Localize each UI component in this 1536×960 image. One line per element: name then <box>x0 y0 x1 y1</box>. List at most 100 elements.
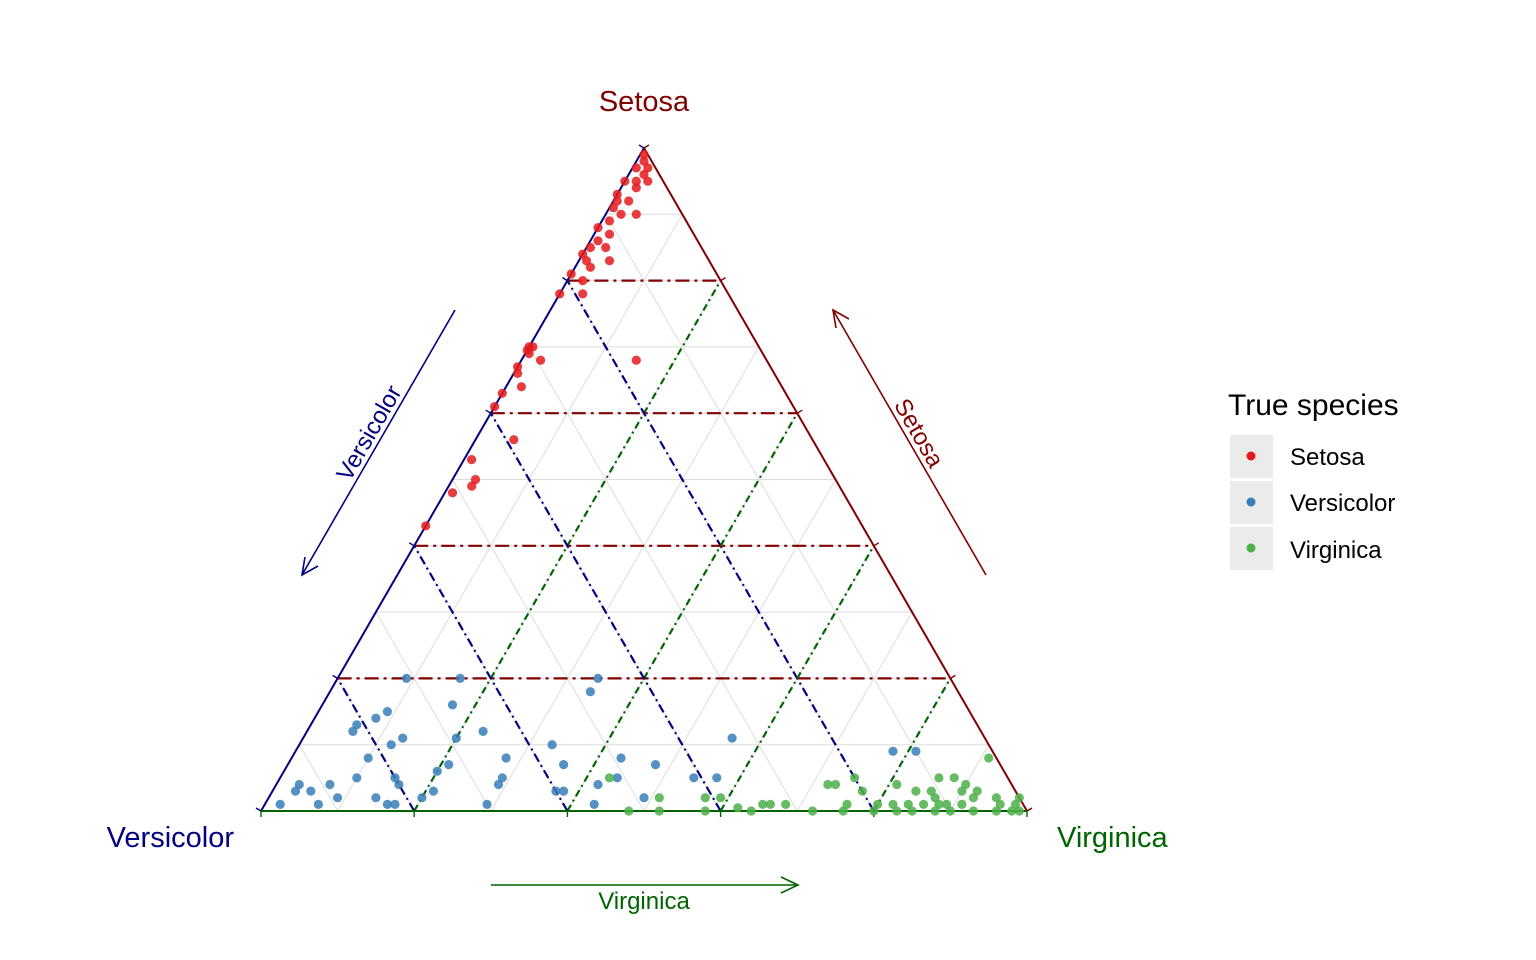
point-virginica <box>919 799 929 810</box>
legend-title: True species <box>1228 389 1399 422</box>
point-versicolor <box>501 753 511 763</box>
point-versicolor <box>398 733 408 743</box>
grid-line <box>796 611 913 812</box>
point-versicolor <box>428 786 438 796</box>
point-setosa <box>585 242 596 253</box>
legend-key-setosa <box>1246 451 1256 461</box>
point-versicolor <box>352 773 362 783</box>
grid-line <box>452 479 645 812</box>
vertex-label-top: Setosa <box>599 86 690 118</box>
point-setosa <box>608 203 619 213</box>
point-virginica <box>930 793 940 803</box>
left-edge <box>260 147 645 812</box>
right-edge <box>643 147 1028 812</box>
point-setosa <box>639 150 649 160</box>
point-versicolor <box>386 740 396 750</box>
point-versicolor <box>551 786 561 796</box>
point-virginica <box>968 806 979 816</box>
point-versicolor <box>593 779 603 790</box>
left-tick <box>332 674 338 680</box>
point-virginica <box>949 773 959 783</box>
point-virginica <box>934 773 944 783</box>
point-setosa <box>555 289 565 299</box>
point-virginica <box>746 806 756 816</box>
point-setosa <box>643 176 653 186</box>
point-setosa <box>566 269 576 279</box>
point-virginica <box>604 773 615 783</box>
point-virginica <box>984 753 994 763</box>
point-setosa <box>593 223 603 233</box>
right-tick <box>796 409 803 414</box>
grid-line <box>873 678 951 812</box>
grid-line <box>337 214 683 812</box>
point-versicolor <box>497 773 507 783</box>
point-virginica <box>700 793 710 803</box>
point-virginica <box>781 799 791 810</box>
legend-key-versicolor <box>1246 497 1256 507</box>
grid-line <box>528 346 798 812</box>
point-setosa <box>601 242 611 253</box>
point-setosa <box>490 402 500 412</box>
grid-line <box>375 611 492 812</box>
point-virginica <box>991 806 1002 816</box>
legend-label-versicolor: Versicolor <box>1290 490 1395 517</box>
point-versicolor <box>650 760 661 770</box>
point-versicolor <box>417 793 427 803</box>
point-versicolor <box>888 746 898 756</box>
point-virginica <box>1007 806 1017 816</box>
point-virginica <box>869 806 879 816</box>
point-versicolor <box>394 779 404 790</box>
right-tick <box>873 542 880 547</box>
right-tick <box>643 144 650 149</box>
point-virginica <box>733 803 743 813</box>
series-versicolor <box>275 673 921 810</box>
point-virginica <box>830 779 841 790</box>
point-versicolor <box>348 726 358 737</box>
point-versicolor <box>727 733 737 743</box>
point-versicolor <box>390 773 400 783</box>
point-virginica <box>823 779 833 790</box>
point-setosa <box>467 455 477 465</box>
point-versicolor <box>444 760 454 770</box>
point-versicolor <box>451 733 461 743</box>
point-virginica <box>654 806 664 816</box>
point-virginica <box>930 806 940 816</box>
point-virginica <box>850 773 860 783</box>
point-setosa <box>578 289 588 299</box>
point-versicolor <box>325 779 335 790</box>
grid-line <box>490 346 760 812</box>
point-setosa <box>631 176 641 186</box>
grid-line <box>949 744 990 812</box>
point-versicolor <box>612 773 622 783</box>
point-setosa <box>631 209 641 219</box>
point-virginica <box>1014 793 1024 803</box>
legend-key-virginica <box>1246 543 1256 553</box>
point-versicolor <box>401 673 412 684</box>
point-setosa <box>497 388 507 398</box>
point-versicolor <box>447 700 458 710</box>
versicolor-boundary-line <box>336 677 416 812</box>
point-versicolor <box>712 773 722 783</box>
point-virginica <box>957 799 967 810</box>
point-versicolor <box>363 753 373 763</box>
point-setosa <box>624 196 634 206</box>
point-setosa <box>616 209 626 219</box>
point-setosa <box>509 435 519 445</box>
legend-item-setosa: Setosa <box>1230 435 1365 478</box>
axis-arrow-label-bottom: Virginica <box>598 888 690 915</box>
point-versicolor <box>593 673 603 684</box>
point-setosa <box>524 348 534 359</box>
point-setosa <box>516 382 527 392</box>
point-virginica <box>857 786 867 796</box>
vertex-label-right: Virginica <box>1057 822 1169 854</box>
point-versicolor <box>382 799 392 810</box>
point-setosa <box>612 196 622 206</box>
vertex-label-left: Versicolor <box>107 822 235 854</box>
point-versicolor <box>455 673 465 684</box>
series-setosa <box>421 150 653 531</box>
grid-line <box>605 214 951 812</box>
point-virginica <box>911 786 921 796</box>
point-virginica <box>892 779 902 790</box>
boundary-lines <box>336 279 952 812</box>
